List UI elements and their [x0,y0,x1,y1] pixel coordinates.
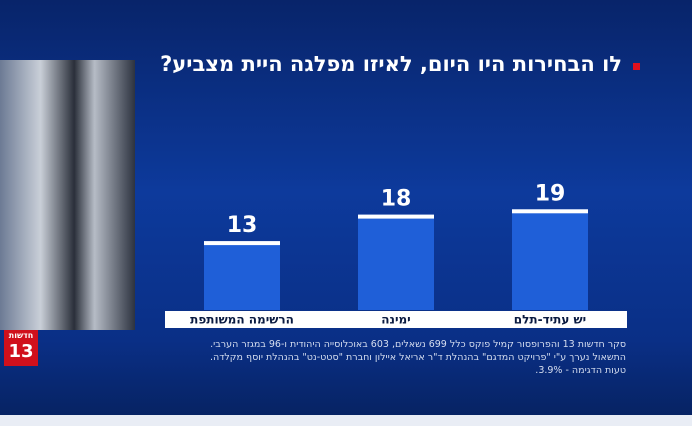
photo [0,60,135,330]
logo: חדשות 13 [4,330,38,366]
logo-number: 13 [8,341,34,362]
notes: סקר חדשות 13 והפרופסור קמיל פוקס כלל 699… [210,338,626,377]
bar [204,241,280,310]
bar [358,214,434,310]
value-label: 18 [381,187,412,212]
note: סקר חדשות 13 והפרופסור קמיל פוקס כלל 699… [210,339,626,350]
bar-cap [358,214,434,219]
logo-text: חדשות [8,331,34,340]
note: התשאול נערך ע"י "פרויקט המדגם" בהנהלת ד"… [210,352,626,363]
category-label: ימינה [381,313,410,327]
bar-cap [512,209,588,214]
category-label: יש עתיד-תלם [514,313,586,327]
value-label: 13 [227,213,258,238]
bar-cap [204,241,280,246]
chart-title: לו הבחירות היו היום, לאיזו מפלגה היית מצ… [160,52,622,76]
title-bullet [633,63,640,70]
note: טעות הדגימה - 3.9%. [535,365,626,376]
category-label: הרשימה המשותפת [190,313,294,327]
value-label: 19 [535,181,566,206]
label-strip [165,311,627,328]
bottom-bar [0,415,692,426]
bar [512,209,588,310]
